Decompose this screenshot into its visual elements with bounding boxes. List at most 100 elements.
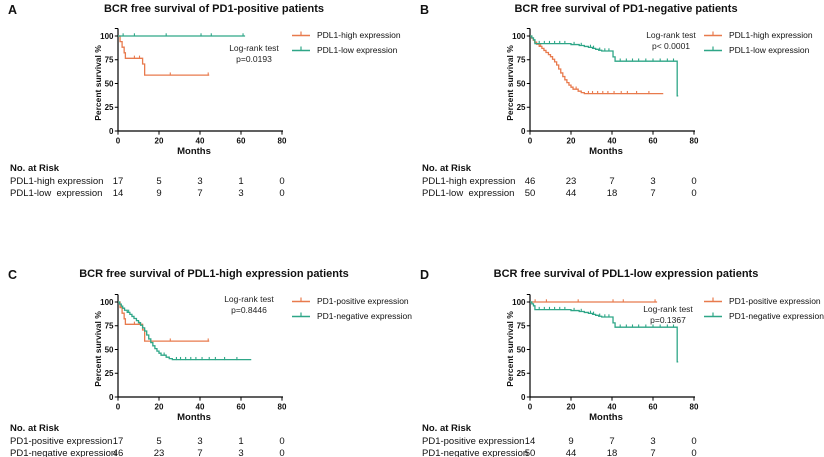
risk-count: 9 [156, 187, 162, 199]
x-tick-label: 40 [608, 137, 617, 146]
x-axis-label: Months [589, 146, 623, 157]
risk-count: 23 [153, 447, 165, 457]
x-tick-label: 0 [116, 403, 121, 412]
km-plot: 0 25 50 75 100 0 20 40 60 80 Percent survival % [93, 294, 287, 412]
logrank-annotation: Log-rank test p=0.0193 [198, 43, 310, 65]
x-tick-label: 20 [567, 403, 576, 412]
km-plot: 0 25 50 75 100 0 20 40 60 80 Percent survival % [505, 28, 699, 146]
risk-count: 5 [156, 176, 162, 187]
censor-ticks [133, 55, 209, 76]
km-panel: B BCR free survival of PD1-negative pati… [412, 0, 824, 229]
panel-letter: C [8, 268, 18, 282]
risk-row-label: PD1-negative expression [10, 447, 117, 457]
legend-entry: PDL1-high expression [703, 27, 813, 42]
risk-count: 17 [112, 436, 124, 447]
risk-row-label: PDL1-high expression [10, 176, 104, 187]
x-tick-label: 40 [196, 137, 205, 146]
risk-count: 46 [112, 447, 124, 457]
risk-count: 3 [197, 436, 203, 447]
x-tick-label: 40 [608, 403, 617, 412]
y-tick-label: 0 [521, 393, 526, 402]
y-tick-label: 25 [517, 369, 526, 378]
x-tick-label: 40 [196, 403, 205, 412]
legend-label: PDL1-high expression [317, 29, 401, 40]
risk-count: 44 [565, 447, 577, 457]
risk-count: 3 [238, 187, 244, 199]
y-tick-label: 0 [521, 127, 526, 136]
x-tick-label: 60 [649, 137, 658, 146]
tick-labels: 0 25 50 75 100 0 20 40 60 80 Percent survival % [93, 298, 287, 412]
risk-count: 7 [650, 447, 656, 457]
survival-curve [118, 301, 252, 361]
y-tick-label: 0 [109, 393, 114, 402]
legend-line-icon [704, 46, 722, 52]
logrank-test-label: Log-rank test [229, 43, 279, 53]
y-tick-label: 50 [105, 79, 114, 88]
x-tick-label: 20 [155, 403, 164, 412]
y-tick-label: 25 [517, 103, 526, 112]
legend: PDL1-high expression PDL1-low expression [291, 27, 401, 57]
risk-count: 44 [565, 187, 577, 199]
legend: PD1-positive expression PD1-negative expr… [291, 293, 412, 323]
risk-count: 5 [156, 436, 162, 447]
legend-line-icon [704, 297, 722, 303]
risk-count: 7 [197, 187, 203, 199]
x-tick-label: 0 [528, 403, 533, 412]
x-tick-label: 80 [690, 137, 699, 146]
risk-row: PDL1-low expression 50 44 18 7 0 [412, 188, 824, 199]
y-tick-label: 50 [105, 345, 114, 354]
risk-count: 18 [606, 187, 618, 199]
risk-count: 50 [524, 187, 536, 199]
km-panel: D BCR free survival of PDL1-low expressi… [412, 228, 824, 457]
legend-line-icon [292, 31, 310, 37]
tick-labels: 0 25 50 75 100 0 20 40 60 80 Percent survival % [93, 32, 287, 146]
axes [114, 294, 283, 401]
tick-labels: 0 25 50 75 100 0 20 40 60 80 Percent survival % [505, 298, 699, 412]
risk-count: 50 [524, 447, 536, 457]
censor-ticks [122, 33, 244, 37]
y-tick-label: 100 [512, 32, 526, 41]
logrank-test-label: Log-rank test [643, 304, 693, 314]
risk-table-header: No. at Risk [10, 163, 60, 174]
legend-entry: PD1-negative expression [703, 308, 824, 323]
risk-row: PD1-negative expression 46 23 7 3 0 [0, 448, 412, 457]
risk-count: 1 [238, 436, 244, 447]
y-axis-label: Percent survival % [93, 311, 103, 387]
legend-entry: PDL1-low expression [703, 42, 813, 57]
logrank-annotation: Log-rank test p< 0.0001 [615, 30, 727, 52]
censor-ticks [128, 309, 238, 361]
legend-line-icon [292, 312, 310, 318]
legend-label: PDL1-low expression [729, 44, 810, 55]
legend-label: PDL1-low expression [317, 44, 398, 55]
axes [526, 28, 695, 135]
risk-count: 7 [609, 176, 615, 187]
legend-entry: PDL1-low expression [291, 42, 401, 57]
x-tick-label: 20 [567, 137, 576, 146]
risk-row: PDL1-low expression 14 9 7 3 0 [0, 188, 412, 199]
panel-title: BCR free survival of PD1-positive patien… [103, 3, 325, 15]
risk-count: 0 [279, 436, 285, 447]
legend-line-icon [292, 297, 310, 303]
risk-count: 0 [279, 176, 285, 187]
y-tick-label: 0 [109, 127, 114, 136]
risk-count: 0 [691, 436, 697, 447]
axes [526, 294, 695, 401]
panel-title: BCR free survival of PDL1-low expression… [493, 268, 759, 280]
logrank-test-label: Log-rank test [646, 30, 696, 40]
risk-count: 9 [568, 436, 574, 447]
risk-count: 23 [565, 176, 577, 187]
legend-entry: PDL1-high expression [291, 27, 401, 42]
risk-count: 3 [650, 176, 656, 187]
risk-table-header: No. at Risk [422, 163, 472, 174]
x-axis-label: Months [177, 146, 211, 157]
x-tick-label: 60 [649, 403, 658, 412]
km-panel: A BCR free survival of PD1-positive pati… [0, 0, 412, 229]
y-tick-label: 100 [512, 298, 526, 307]
risk-row: PDL1-high expression 17 5 3 1 0 [0, 176, 412, 187]
y-tick-label: 50 [517, 79, 526, 88]
y-tick-label: 75 [105, 322, 114, 331]
risk-count: 7 [650, 187, 656, 199]
x-tick-label: 80 [690, 403, 699, 412]
x-tick-label: 80 [278, 137, 287, 146]
risk-count: 1 [238, 176, 244, 187]
